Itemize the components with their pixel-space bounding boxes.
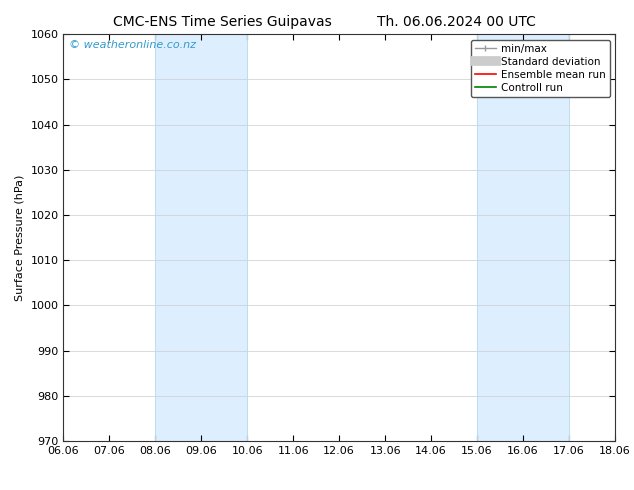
Bar — [477, 34, 569, 441]
Text: © weatheronline.co.nz: © weatheronline.co.nz — [69, 40, 196, 50]
Y-axis label: Surface Pressure (hPa): Surface Pressure (hPa) — [15, 174, 25, 301]
Legend: min/max, Standard deviation, Ensemble mean run, Controll run: min/max, Standard deviation, Ensemble me… — [470, 40, 610, 97]
Bar — [155, 34, 247, 441]
Text: Th. 06.06.2024 00 UTC: Th. 06.06.2024 00 UTC — [377, 15, 536, 29]
Text: CMC-ENS Time Series Guipavas: CMC-ENS Time Series Guipavas — [112, 15, 332, 29]
